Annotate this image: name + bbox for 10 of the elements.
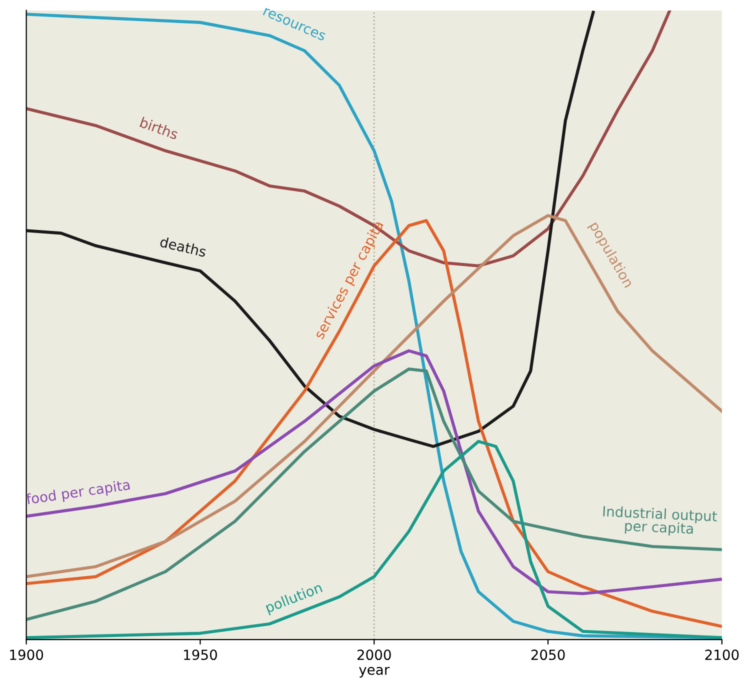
series-label: Industrial output per capita	[603, 506, 718, 537]
x-tick-label: 2000	[357, 650, 391, 660]
x-tick-label: 2100	[705, 650, 739, 660]
x-axis-title: year	[359, 666, 390, 678]
text: food per capita	[26, 478, 130, 508]
x-tick-label: 2050	[531, 650, 565, 660]
text: deaths	[160, 236, 207, 258]
x-tick-label: 1950	[184, 650, 217, 660]
x-tick-label: 1900	[10, 650, 44, 660]
text: births	[140, 116, 179, 140]
